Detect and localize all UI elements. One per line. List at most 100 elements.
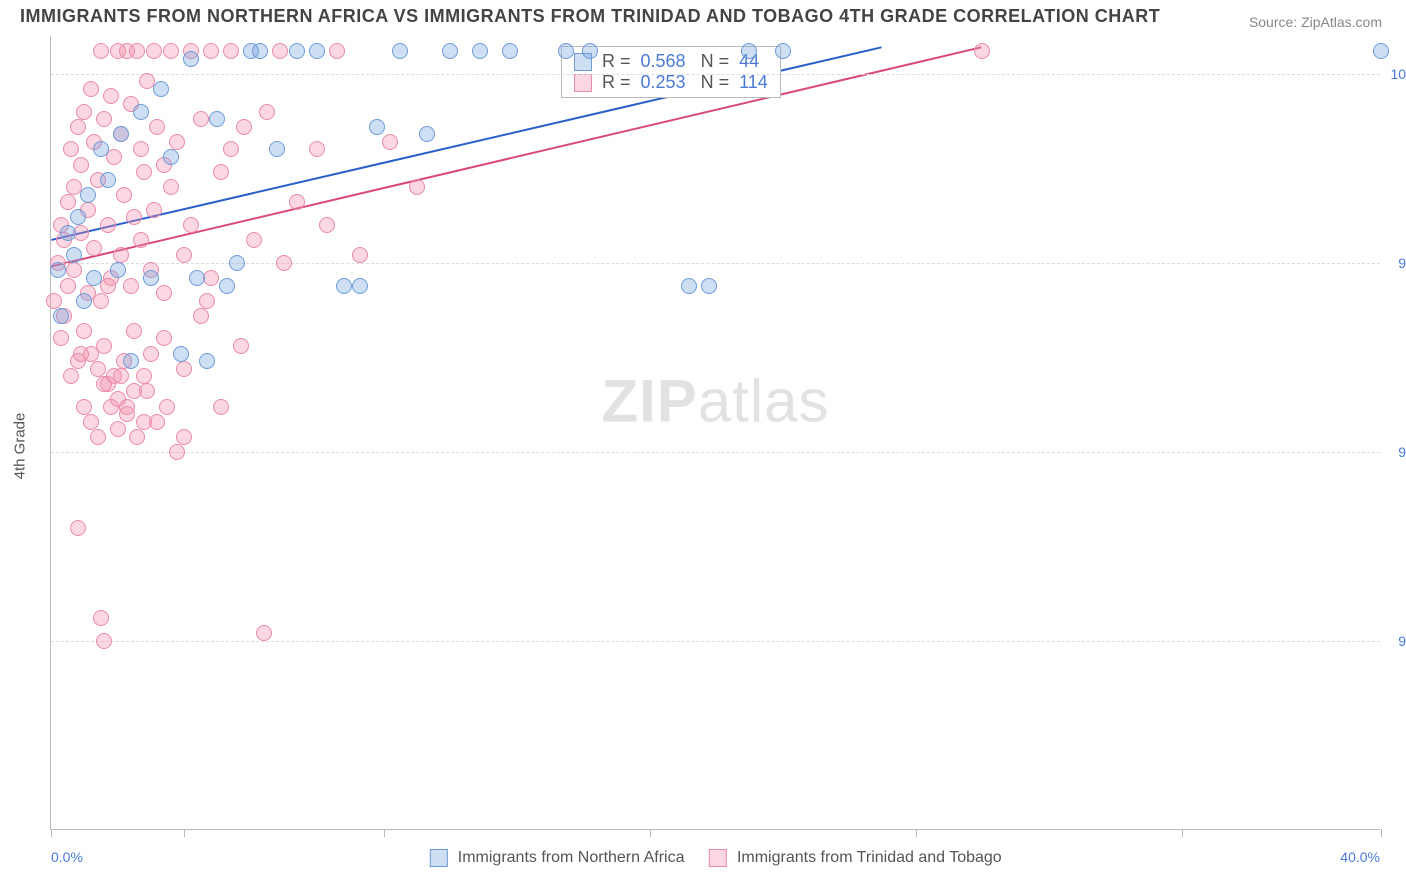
data-point	[66, 247, 82, 263]
y-tick-label: 92.5%	[1398, 633, 1406, 649]
data-point	[113, 247, 129, 263]
page-title: IMMIGRANTS FROM NORTHERN AFRICA VS IMMIG…	[20, 6, 1160, 27]
gridline	[51, 452, 1380, 453]
data-point	[60, 225, 76, 241]
y-tick-label: 95.0%	[1398, 444, 1406, 460]
data-point	[582, 43, 598, 59]
data-point	[60, 194, 76, 210]
data-point	[126, 209, 142, 225]
data-point	[76, 104, 92, 120]
data-point	[136, 368, 152, 384]
data-point	[213, 164, 229, 180]
data-point	[189, 270, 205, 286]
data-point	[70, 209, 86, 225]
data-point	[76, 293, 92, 309]
data-point	[119, 399, 135, 415]
data-point	[269, 141, 285, 157]
data-point	[219, 278, 235, 294]
y-tick-label: 97.5%	[1398, 255, 1406, 271]
data-point	[73, 157, 89, 173]
data-point	[70, 520, 86, 536]
data-point	[76, 399, 92, 415]
data-point	[113, 368, 129, 384]
data-point	[93, 610, 109, 626]
data-point	[775, 43, 791, 59]
data-point	[100, 172, 116, 188]
data-point	[63, 368, 79, 384]
data-point	[86, 270, 102, 286]
source-label: Source: ZipAtlas.com	[1249, 14, 1382, 30]
data-point	[203, 43, 219, 59]
data-point	[309, 43, 325, 59]
data-point	[409, 179, 425, 195]
data-point	[176, 361, 192, 377]
gridline	[51, 263, 1380, 264]
x-axis-max-label: 40.0%	[1340, 849, 1380, 865]
data-point	[183, 217, 199, 233]
data-point	[100, 217, 116, 233]
trendlines-layer	[51, 36, 1380, 829]
data-point	[256, 625, 272, 641]
series-0-name: Immigrants from Northern Africa	[458, 849, 685, 866]
data-point	[90, 429, 106, 445]
data-point	[53, 308, 69, 324]
x-tick	[1381, 829, 1382, 837]
y-axis-title: 4th Grade	[12, 413, 29, 480]
x-tick	[51, 829, 52, 837]
r-value-series-1: 0.253	[641, 72, 686, 93]
data-point	[136, 414, 152, 430]
data-point	[419, 126, 435, 142]
data-point	[319, 217, 335, 233]
data-point	[63, 141, 79, 157]
data-point	[442, 43, 458, 59]
data-point	[133, 141, 149, 157]
data-point	[83, 414, 99, 430]
data-point	[156, 330, 172, 346]
legend-item-series-0: Immigrants from Northern Africa	[429, 849, 684, 867]
data-point	[741, 43, 757, 59]
trendline	[51, 47, 981, 266]
data-point	[252, 43, 268, 59]
swatch-icon	[429, 849, 447, 867]
data-point	[76, 323, 92, 339]
data-point	[176, 247, 192, 263]
data-point	[352, 247, 368, 263]
scatter-plot-area: ZIPatlas R = 0.568 N = 44 R = 0.253 N = …	[50, 36, 1380, 830]
data-point	[213, 399, 229, 415]
data-point	[96, 111, 112, 127]
data-point	[86, 240, 102, 256]
swatch-series-1	[574, 74, 592, 92]
data-point	[163, 43, 179, 59]
data-point	[352, 278, 368, 294]
legend-row-series-0: R = 0.568 N = 44	[574, 51, 768, 72]
data-point	[110, 262, 126, 278]
watermark-bold: ZIP	[601, 367, 697, 434]
data-point	[169, 134, 185, 150]
data-point	[193, 308, 209, 324]
data-point	[173, 346, 189, 362]
series-legend-bottom: Immigrants from Northern Africa Immigran…	[429, 849, 1001, 867]
data-point	[163, 179, 179, 195]
r-value-series-0: 0.568	[641, 51, 686, 72]
data-point	[223, 141, 239, 157]
watermark: ZIPatlas	[601, 366, 829, 435]
x-tick	[916, 829, 917, 837]
x-axis-min-label: 0.0%	[51, 849, 83, 865]
data-point	[156, 285, 172, 301]
data-point	[153, 81, 169, 97]
data-point	[93, 141, 109, 157]
data-point	[558, 43, 574, 59]
data-point	[309, 141, 325, 157]
data-point	[143, 270, 159, 286]
data-point	[90, 361, 106, 377]
x-tick	[184, 829, 185, 837]
data-point	[93, 293, 109, 309]
data-point	[83, 81, 99, 97]
data-point	[259, 104, 275, 120]
data-point	[96, 376, 112, 392]
data-point	[183, 51, 199, 67]
data-point	[80, 187, 96, 203]
data-point	[229, 255, 245, 271]
data-point	[96, 633, 112, 649]
data-point	[289, 194, 305, 210]
